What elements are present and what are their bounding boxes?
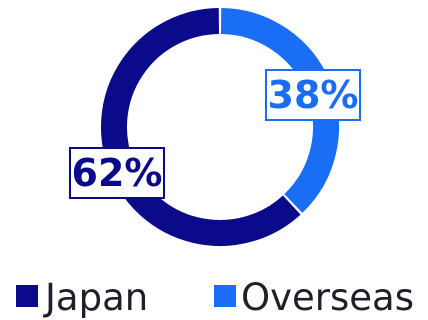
legend: Japan Overseas xyxy=(16,276,414,319)
data-label-box-japan xyxy=(69,147,165,199)
legend-label-japan: Japan xyxy=(43,276,148,319)
legend-swatch-overseas xyxy=(214,285,236,307)
legend-item-overseas: Overseas xyxy=(214,276,414,319)
data-label-japan: 62% xyxy=(69,147,165,199)
legend-swatch-japan xyxy=(16,285,38,307)
slice-japan xyxy=(101,8,301,246)
data-label-text-japan: 62% xyxy=(72,151,163,195)
data-label-box-overseas xyxy=(265,69,361,121)
legend-label-overseas: Overseas xyxy=(241,276,414,319)
data-label-overseas: 38% xyxy=(265,69,361,121)
slices-layer xyxy=(101,8,339,246)
legend-item-japan: Japan xyxy=(16,276,148,319)
labels-layer: 62% 38% xyxy=(69,69,361,199)
data-label-text-overseas: 38% xyxy=(268,73,359,117)
